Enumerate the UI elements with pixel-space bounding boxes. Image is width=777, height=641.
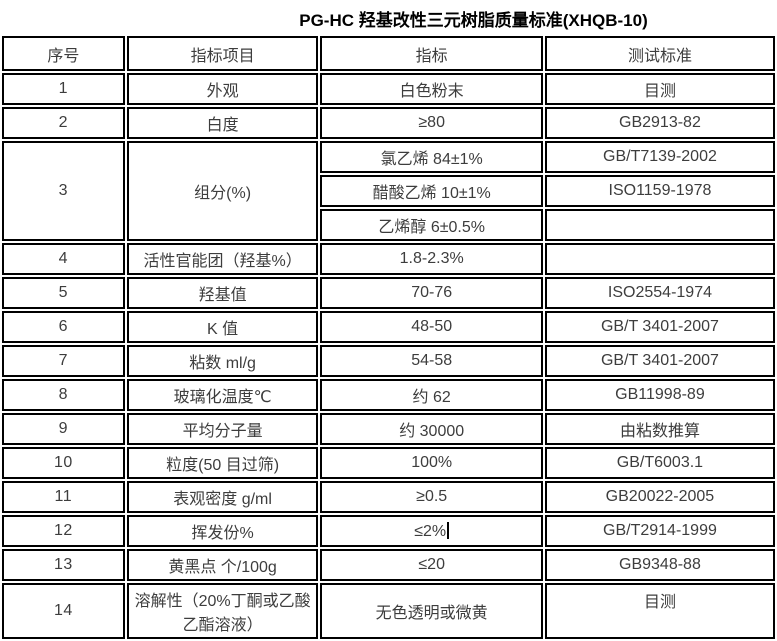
cell-item[interactable]: 表观密度 g/ml [126,481,319,513]
column-header-spec: 指标 [320,36,543,71]
cell-standard[interactable]: GB/T7139-2002 [544,141,775,173]
column-header-no: 序号 [2,36,125,71]
cell-spec[interactable]: ≥80 [320,107,543,139]
cell-item[interactable]: 溶解性（20%丁酮或乙酸乙酯溶液） [126,583,319,639]
cell-spec[interactable]: ≤20 [320,549,543,581]
table-row: 1 外观 白色粉末 目测 [2,73,775,105]
table-row: 6 K 值 48-50 GB/T 3401-2007 [2,311,775,343]
cell-item[interactable]: 挥发份% [126,515,319,547]
cell-spec[interactable]: 约 62 [320,379,543,411]
cell-no[interactable]: 7 [2,345,125,377]
cell-no[interactable]: 9 [2,413,125,445]
table-row: 4 活性官能团（羟基%） 1.8-2.3% [2,243,775,275]
cell-no[interactable]: 4 [2,243,125,275]
cell-spec-active[interactable]: ≤2% [320,515,543,547]
cell-item[interactable]: 白度 [126,107,319,139]
cell-item[interactable]: 粒度(50 目过筛) [126,447,319,479]
cell-no[interactable]: 14 [2,583,125,639]
table-row: 3 组分(%) 氯乙烯 84±1% GB/T7139-2002 [2,141,775,241]
cell-spec[interactable]: 无色透明或微黄 [320,583,543,639]
cell-item[interactable]: 黄黑点 个/100g [126,549,319,581]
column-header-item: 指标项目 [126,36,319,71]
table-row: 11 表观密度 g/ml ≥0.5 GB20022-2005 [2,481,775,513]
cell-spec[interactable]: 70-76 [320,277,543,309]
cell-no[interactable]: 2 [2,107,125,139]
cell-standard[interactable]: 目测 [544,73,775,105]
cell-standard-empty[interactable] [544,209,775,241]
cell-standard[interactable]: GB/T6003.1 [544,447,775,479]
cell-spec[interactable]: 48-50 [320,311,543,343]
cell-standard[interactable]: ISO1159-1978 [544,175,775,207]
cell-standard[interactable]: GB20022-2005 [544,481,775,513]
cell-spec[interactable]: 氯乙烯 84±1% [320,141,543,173]
cell-standard[interactable]: GB/T 3401-2007 [544,311,775,343]
table-row: 8 玻璃化温度℃ 约 62 GB11998-89 [2,379,775,411]
cell-spec[interactable]: 白色粉末 [320,73,543,105]
table-header-row: 序号 指标项目 指标 测试标准 [2,36,775,71]
cell-spec[interactable]: 100% [320,447,543,479]
cell-standard[interactable]: GB11998-89 [544,379,775,411]
quality-standard-table: 序号 指标项目 指标 测试标准 1 外观 白色粉末 目测 2 白度 ≥80 GB… [0,34,777,641]
cell-standard[interactable]: GB/T2914-1999 [544,515,775,547]
cell-no[interactable]: 8 [2,379,125,411]
cell-no[interactable]: 3 [2,141,125,241]
cell-no[interactable]: 13 [2,549,125,581]
table-subrow: 醋酸乙烯 10±1% ISO1159-1978 [2,175,775,207]
table-row: 13 黄黑点 个/100g ≤20 GB9348-88 [2,549,775,581]
table-row: 14 溶解性（20%丁酮或乙酸乙酯溶液） 无色透明或微黄 目测 [2,583,775,639]
cell-no[interactable]: 1 [2,73,125,105]
cell-item[interactable]: 组分(%) [126,141,319,241]
cell-no[interactable]: 11 [2,481,125,513]
table-row: 12 挥发份% ≤2% GB/T2914-1999 [2,515,775,547]
text-cursor [447,521,450,539]
cell-no[interactable]: 10 [2,447,125,479]
cell-item[interactable]: 玻璃化温度℃ [126,379,319,411]
cell-standard[interactable]: GB2913-82 [544,107,775,139]
table-row: 2 白度 ≥80 GB2913-82 [2,107,775,139]
cell-item[interactable]: 外观 [126,73,319,105]
cell-spec[interactable]: 醋酸乙烯 10±1% [320,175,543,207]
cell-standard[interactable]: 目测 [544,583,775,639]
cell-item[interactable]: K 值 [126,311,319,343]
cell-standard[interactable]: GB9348-88 [544,549,775,581]
cell-standard-empty[interactable] [544,243,775,275]
cell-no[interactable]: 6 [2,311,125,343]
cell-item[interactable]: 粘数 ml/g [126,345,319,377]
cell-no[interactable]: 12 [2,515,125,547]
cell-item[interactable]: 羟基值 [126,277,319,309]
cell-no[interactable]: 5 [2,277,125,309]
cell-item[interactable]: 平均分子量 [126,413,319,445]
column-header-standard: 测试标准 [544,36,775,71]
table-row: 7 粘数 ml/g 54-58 GB/T 3401-2007 [2,345,775,377]
cell-spec[interactable]: 54-58 [320,345,543,377]
cell-item[interactable]: 活性官能团（羟基%） [126,243,319,275]
cell-standard[interactable]: ISO2554-1974 [544,277,775,309]
cell-spec[interactable]: 约 30000 [320,413,543,445]
table-row: 9 平均分子量 约 30000 由粘数推算 [2,413,775,445]
cell-spec[interactable]: ≥0.5 [320,481,543,513]
table-subrow: 乙烯醇 6±0.5% [2,209,775,241]
cell-standard[interactable]: GB/T 3401-2007 [544,345,775,377]
cell-spec[interactable]: 乙烯醇 6±0.5% [320,209,543,241]
cell-standard[interactable]: 由粘数推算 [544,413,775,445]
table-row: 10 粒度(50 目过筛) 100% GB/T6003.1 [2,447,775,479]
cell-spec-text: ≤2% [414,522,447,540]
table-row: 5 羟基值 70-76 ISO2554-1974 [2,277,775,309]
cell-spec[interactable]: 1.8-2.3% [320,243,543,275]
page-title: PG-HC 羟基改性三元树脂质量标准(XHQB-10) [299,11,648,30]
